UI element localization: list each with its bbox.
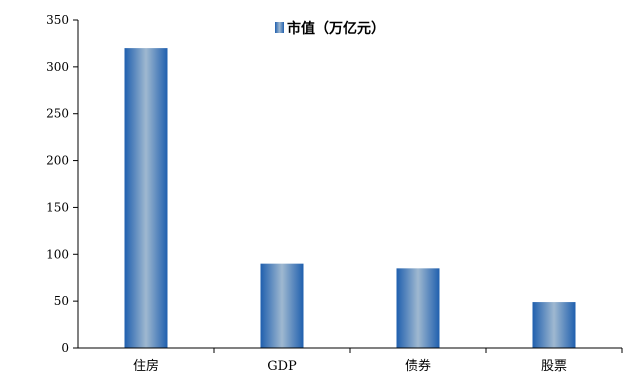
- y-tick-label: 50: [54, 294, 69, 308]
- bar-3: [532, 302, 576, 348]
- bar-1: [260, 263, 304, 348]
- x-category-label: 住房: [133, 358, 159, 374]
- bars: [124, 48, 576, 348]
- y-tick-label: 150: [46, 200, 69, 214]
- x-category-label: GDP: [267, 359, 297, 374]
- x-category-label: 债券: [405, 358, 431, 374]
- legend: 市值（万亿元）: [275, 20, 385, 37]
- legend-swatch: [275, 22, 284, 33]
- y-tick-label: 250: [46, 107, 69, 121]
- legend-label: 市值（万亿元）: [287, 20, 385, 37]
- y-tick-label: 100: [46, 247, 69, 261]
- bar-2: [396, 268, 440, 348]
- y-axis-ticks: 0 50 100 150 200 250 300 350: [46, 13, 78, 355]
- y-tick-label: 300: [46, 60, 69, 74]
- x-category-label: 股票: [541, 359, 567, 374]
- y-tick-label: 0: [61, 341, 69, 355]
- y-tick-label: 350: [46, 13, 69, 27]
- y-tick-label: 200: [46, 154, 69, 168]
- bar-0: [124, 48, 168, 348]
- x-axis-labels: 住房 GDP 债券 股票: [133, 348, 623, 374]
